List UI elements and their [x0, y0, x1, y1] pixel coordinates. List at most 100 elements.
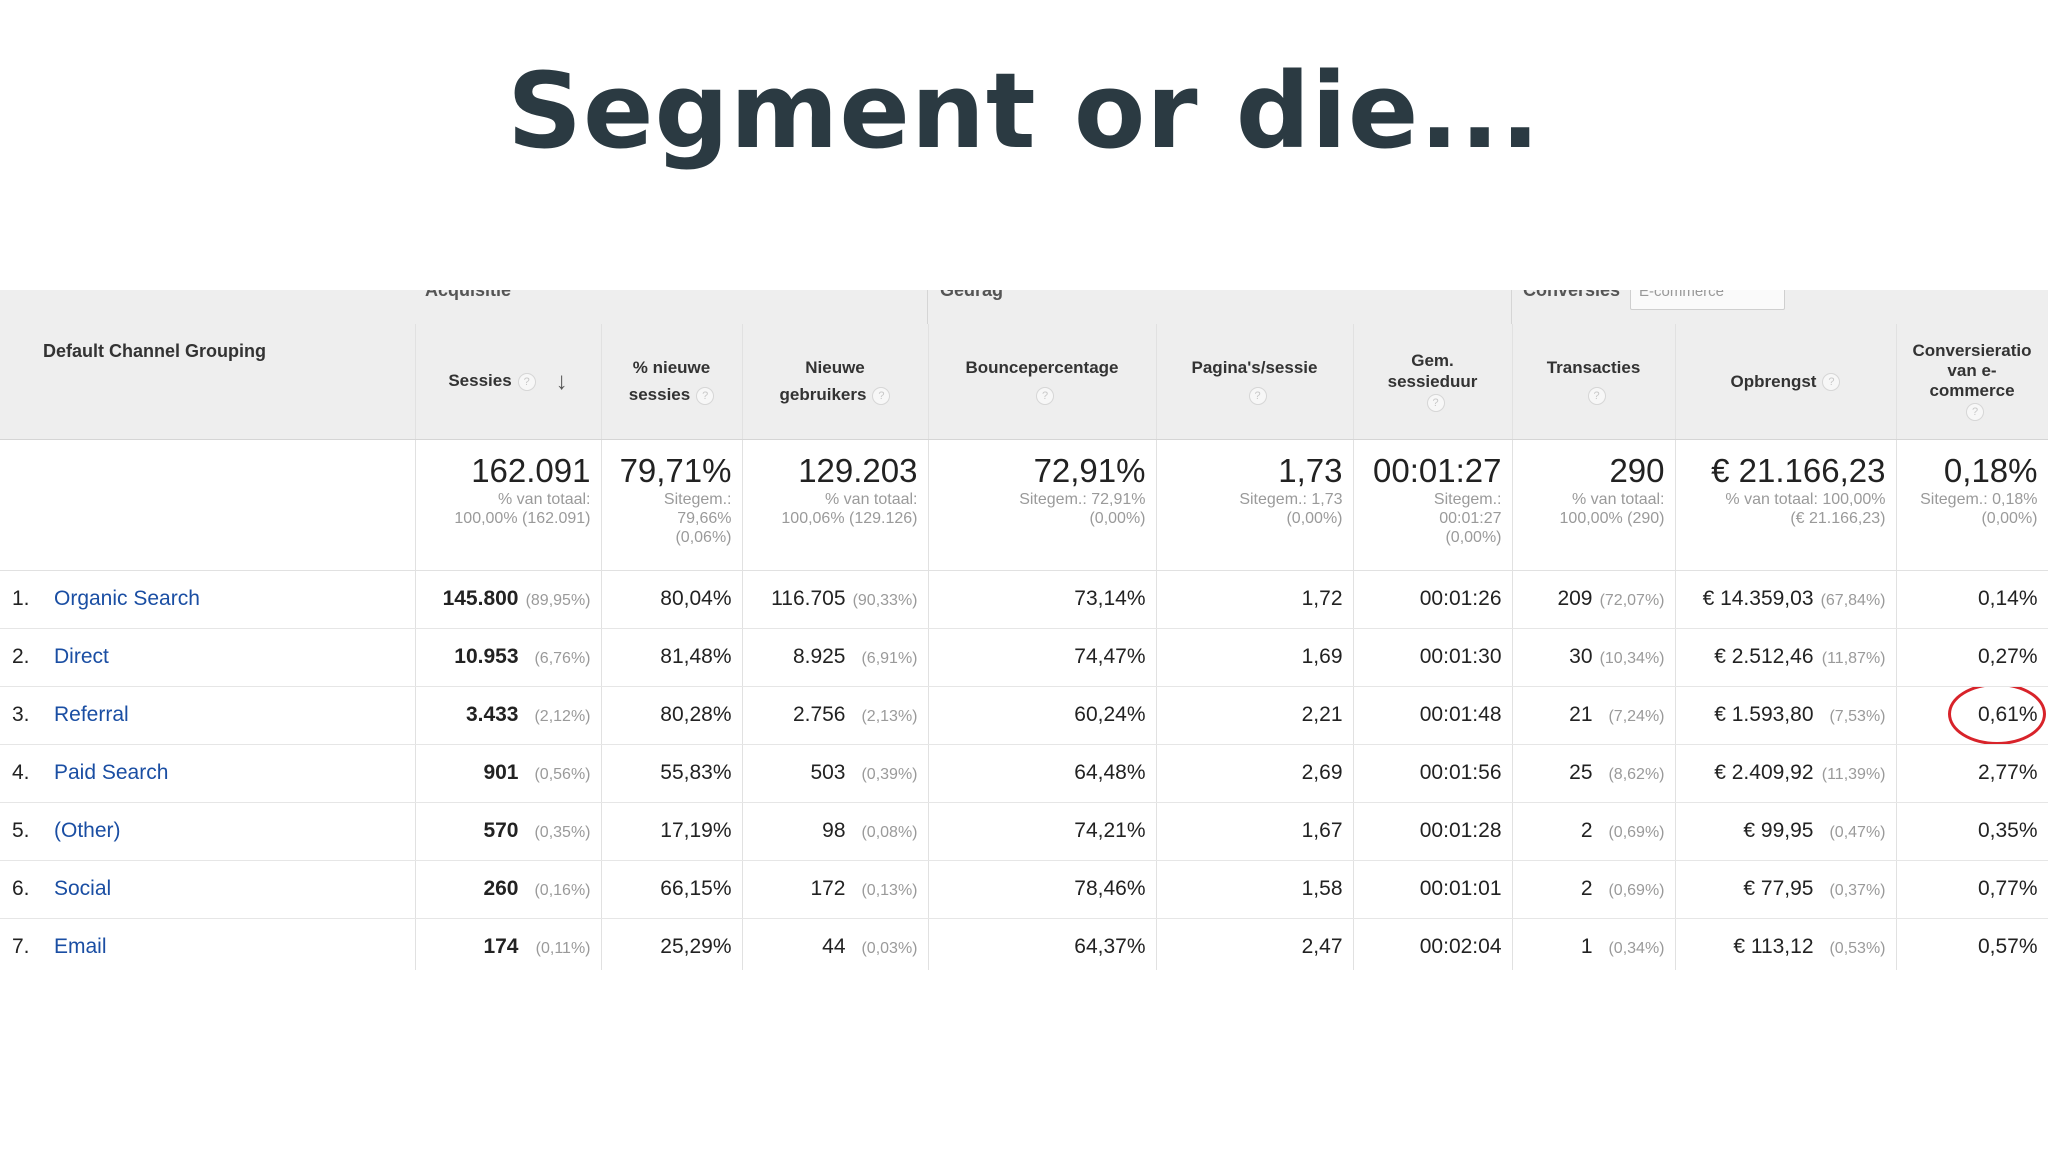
- sessions-value: 901: [483, 761, 519, 784]
- new-sessions-cell: 80,28%: [601, 686, 743, 745]
- sessions-cell: 570 (0,35%): [415, 802, 602, 861]
- group-label-conversion: Conversies: [1523, 290, 1621, 300]
- sessions-cell: 174 (0,11%): [415, 918, 602, 970]
- total-transactions: 290 % van totaal: 100,00% (290): [1512, 439, 1676, 571]
- column-header-new-sessions[interactable]: % nieuwe sessies?: [601, 324, 743, 440]
- avg-session-duration-cell: 00:01:48: [1353, 686, 1513, 745]
- column-header-transactions[interactable]: Transacties ?: [1512, 324, 1676, 440]
- pages-per-session-cell: 1,69: [1156, 628, 1354, 687]
- channel-link[interactable]: Paid Search: [54, 761, 169, 784]
- avg-session-duration-cell: 00:01:30: [1353, 628, 1513, 687]
- new-sessions-cell: 81,48%: [601, 628, 743, 687]
- header-row: Default Channel Grouping Sessies? ↓ % nie…: [0, 324, 2048, 440]
- revenue-cell: € 113,12 (0,53%): [1675, 918, 1897, 970]
- transactions-cell: 21 (7,24%): [1512, 686, 1676, 745]
- pages-per-session-cell: 1,58: [1156, 860, 1354, 919]
- column-header-new-users[interactable]: Nieuwe gebruikers?: [742, 324, 929, 440]
- new-users-percent: (90,33%): [852, 592, 918, 609]
- conversion-rate-cell: 0,27%: [1896, 628, 2048, 687]
- question-mark-icon[interactable]: ?: [1248, 386, 1267, 405]
- question-mark-icon[interactable]: ?: [1822, 373, 1841, 392]
- question-mark-icon[interactable]: ?: [872, 386, 891, 405]
- channel-cell: 1. Organic Search: [0, 570, 416, 629]
- conversion-rate-cell: 0,77%: [1896, 860, 2048, 919]
- question-mark-icon[interactable]: ?: [1036, 386, 1054, 405]
- channel-cell: 3. Referral: [0, 686, 416, 745]
- new-users-value: 172: [810, 877, 846, 900]
- new-users-value: 116.705: [771, 587, 846, 610]
- sessions-cell: 260 (0,16%): [415, 860, 602, 919]
- question-mark-icon[interactable]: ?: [1966, 402, 1984, 421]
- channel-cell: 5. (Other): [0, 802, 416, 861]
- new-sessions-cell: 66,15%: [601, 860, 743, 919]
- row-number: 1.: [12, 587, 30, 610]
- channel-link[interactable]: (Other): [54, 819, 121, 842]
- revenue-cell: € 14.359,03 (67,84%): [1675, 570, 1897, 629]
- column-header-conversion-rate[interactable]: Conversieratio van e- commerce ?: [1896, 324, 2048, 440]
- conversion-type-select[interactable]: E-commerce: [1630, 290, 1785, 310]
- channel-link[interactable]: Organic Search: [54, 587, 200, 610]
- revenue-percent: (0,47%): [1829, 824, 1886, 841]
- conversion-rate-cell: 0,35%: [1896, 802, 2048, 861]
- bounce-rate-cell: 64,37%: [928, 918, 1157, 970]
- conversion-rate-cell: 0,61%: [1896, 686, 2048, 745]
- new-users-percent: (0,08%): [861, 824, 918, 841]
- question-mark-icon[interactable]: ?: [1587, 386, 1606, 405]
- totals-row: 162.091 % van totaal: 100,00% (162.091) …: [0, 439, 2048, 571]
- column-header-bounce-rate[interactable]: Bouncepercentage ?: [928, 324, 1157, 440]
- new-users-percent: (0,39%): [861, 766, 918, 783]
- revenue-cell: € 2.512,46 (11,87%): [1675, 628, 1897, 687]
- transactions-percent: (0,69%): [1608, 824, 1665, 841]
- channel-link[interactable]: Direct: [54, 645, 109, 668]
- row-number: 2.: [12, 645, 30, 668]
- column-header-sessions[interactable]: Sessies? ↓: [415, 324, 602, 440]
- channel-cell: 7. Email: [0, 918, 416, 970]
- revenue-cell: € 99,95 (0,47%): [1675, 802, 1897, 861]
- new-users-cell: 2.756 (2,13%): [742, 686, 929, 745]
- channel-link[interactable]: Referral: [54, 703, 129, 726]
- new-users-cell: 98 (0,08%): [742, 802, 929, 861]
- column-header-revenue[interactable]: Opbrengst?: [1675, 324, 1897, 440]
- channel-cell: 2. Direct: [0, 628, 416, 687]
- transactions-cell: 2 (0,69%): [1512, 802, 1676, 861]
- channel-link[interactable]: Social: [54, 877, 112, 900]
- sessions-percent: (0,56%): [534, 766, 591, 783]
- bounce-rate-cell: 73,14%: [928, 570, 1157, 629]
- question-mark-icon[interactable]: ?: [517, 372, 536, 391]
- column-header-avg-session-duration[interactable]: Gem. sessieduur ?: [1353, 324, 1513, 440]
- pages-per-session-cell: 1,72: [1156, 570, 1354, 629]
- new-users-value: 2.756: [792, 703, 846, 726]
- pages-per-session-cell: 2,47: [1156, 918, 1354, 970]
- channel-link[interactable]: Email: [54, 935, 107, 958]
- transactions-cell: 1 (0,34%): [1512, 918, 1676, 970]
- bounce-rate-cell: 74,21%: [928, 802, 1157, 861]
- conversion-rate-cell: 0,57%: [1896, 918, 2048, 970]
- revenue-percent: (11,39%): [1821, 766, 1886, 783]
- new-sessions-cell: 17,19%: [601, 802, 743, 861]
- new-users-value: 8.925: [792, 645, 846, 668]
- question-mark-icon[interactable]: ?: [696, 386, 715, 405]
- row-number: 5.: [12, 819, 30, 842]
- total-revenue: € 21.166,23 % van totaal: 100,00% (€ 21.…: [1675, 439, 1897, 571]
- table-row: 7. Email 174 (0,11%) 25,29% 44 (0,03%) 64,37% 2,…: [0, 918, 2048, 970]
- sessions-percent: (0,16%): [534, 882, 591, 899]
- avg-session-duration-cell: 00:01:56: [1353, 744, 1513, 803]
- bounce-rate-cell: 74,47%: [928, 628, 1157, 687]
- total-sessions: 162.091 % van totaal: 100,00% (162.091): [415, 439, 602, 571]
- data-grid: Default Channel Grouping Sessies? ↓ % nie…: [0, 324, 2048, 970]
- sessions-value: 3.433: [465, 703, 519, 726]
- group-divider: [1511, 290, 1512, 324]
- transactions-value: 21: [1569, 703, 1593, 726]
- row-number: 6.: [12, 877, 30, 900]
- question-mark-icon[interactable]: ?: [1426, 394, 1445, 413]
- new-users-percent: (2,13%): [861, 708, 918, 725]
- column-header-pages-per-session[interactable]: Pagina's/sessie ?: [1156, 324, 1354, 440]
- sort-descending-arrow-icon[interactable]: ↓: [555, 368, 568, 396]
- sessions-percent: (0,35%): [534, 824, 591, 841]
- avg-session-duration-cell: 00:01:26: [1353, 570, 1513, 629]
- transactions-cell: 25 (8,62%): [1512, 744, 1676, 803]
- transactions-percent: (0,69%): [1608, 882, 1665, 899]
- new-users-cell: 116.705 (90,33%): [742, 570, 929, 629]
- avg-session-duration-cell: 00:01:01: [1353, 860, 1513, 919]
- transactions-value: 30: [1569, 645, 1593, 668]
